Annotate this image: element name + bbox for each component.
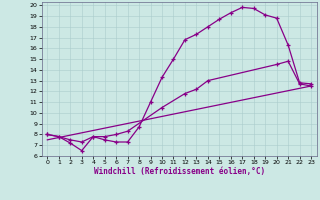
X-axis label: Windchill (Refroidissement éolien,°C): Windchill (Refroidissement éolien,°C) xyxy=(94,167,265,176)
